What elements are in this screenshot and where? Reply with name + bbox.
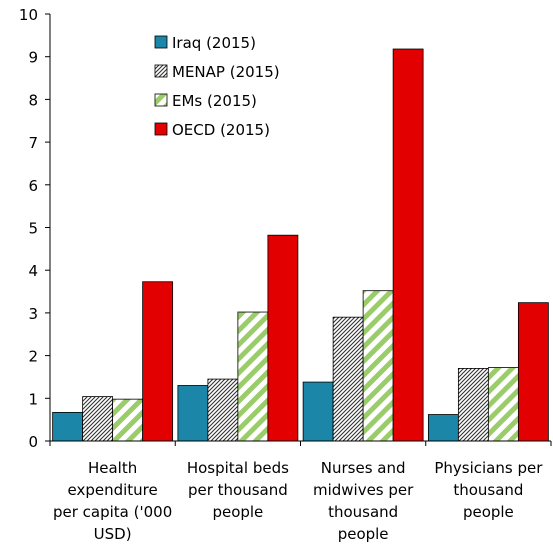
y-tick-label: 9 [28,49,38,67]
bar [362,290,394,442]
x-category-label-line: Hospital beds [187,459,289,477]
x-category-label: Physicians per thousand people [434,459,543,521]
bar [177,385,209,442]
bar [142,281,174,442]
bar [302,381,334,442]
x-category-label-line: midwives per [313,481,414,499]
bar [112,398,144,442]
bar [52,411,84,442]
legend-label: Iraq (2015) [172,34,256,52]
legend-label: EMs (2015) [172,92,257,110]
x-category-label-line: people [212,503,263,521]
x-category-label-line: USD) [94,525,132,543]
legend-swatch [154,64,168,78]
y-tick-label: 6 [28,177,38,195]
legend-label: OECD (2015) [172,121,270,139]
x-category-label-line: per thousand [188,481,288,499]
bar [427,414,459,442]
legend-swatch [154,93,168,107]
y-tick-label: 1 [28,390,38,408]
bar [392,48,424,442]
y-tick-label: 2 [28,348,38,366]
y-tick-label: 7 [28,134,38,152]
y-tick-label: 10 [19,6,38,24]
legend-label: MENAP (2015) [172,63,280,81]
bar [487,367,519,442]
bar [82,396,114,442]
legend-swatch [154,35,168,49]
x-category-label-line: people [463,503,514,521]
x-category-label-line: Health [88,459,137,477]
x-category-label: Hospital beds per thousand people [187,459,289,521]
x-category-label-line: Nurses and [321,459,406,477]
x-category-label: Health expenditure per capita ('000 USD) [53,459,172,543]
y-tick-label: 3 [28,305,38,323]
bar [237,311,269,442]
legend-swatch [154,122,168,136]
y-tick-label: 5 [28,220,38,238]
x-category-label-line: expenditure [68,481,158,499]
x-category-label-line: people [338,525,389,543]
bar [517,302,549,442]
bar [207,378,239,442]
y-tick-label: 4 [28,262,38,280]
x-category-label: Nurses and midwives per thousand people [313,459,414,543]
x-category-label-line: thousand [328,503,398,521]
x-category-label-line: per capita ('000 [53,503,172,521]
bar [457,368,489,442]
bar [332,316,364,442]
bar [267,234,299,442]
y-tick-label: 8 [28,91,38,109]
y-tick-label: 0 [28,433,38,451]
x-category-label-line: thousand [453,481,523,499]
x-category-label-line: Physicians per [434,459,543,477]
